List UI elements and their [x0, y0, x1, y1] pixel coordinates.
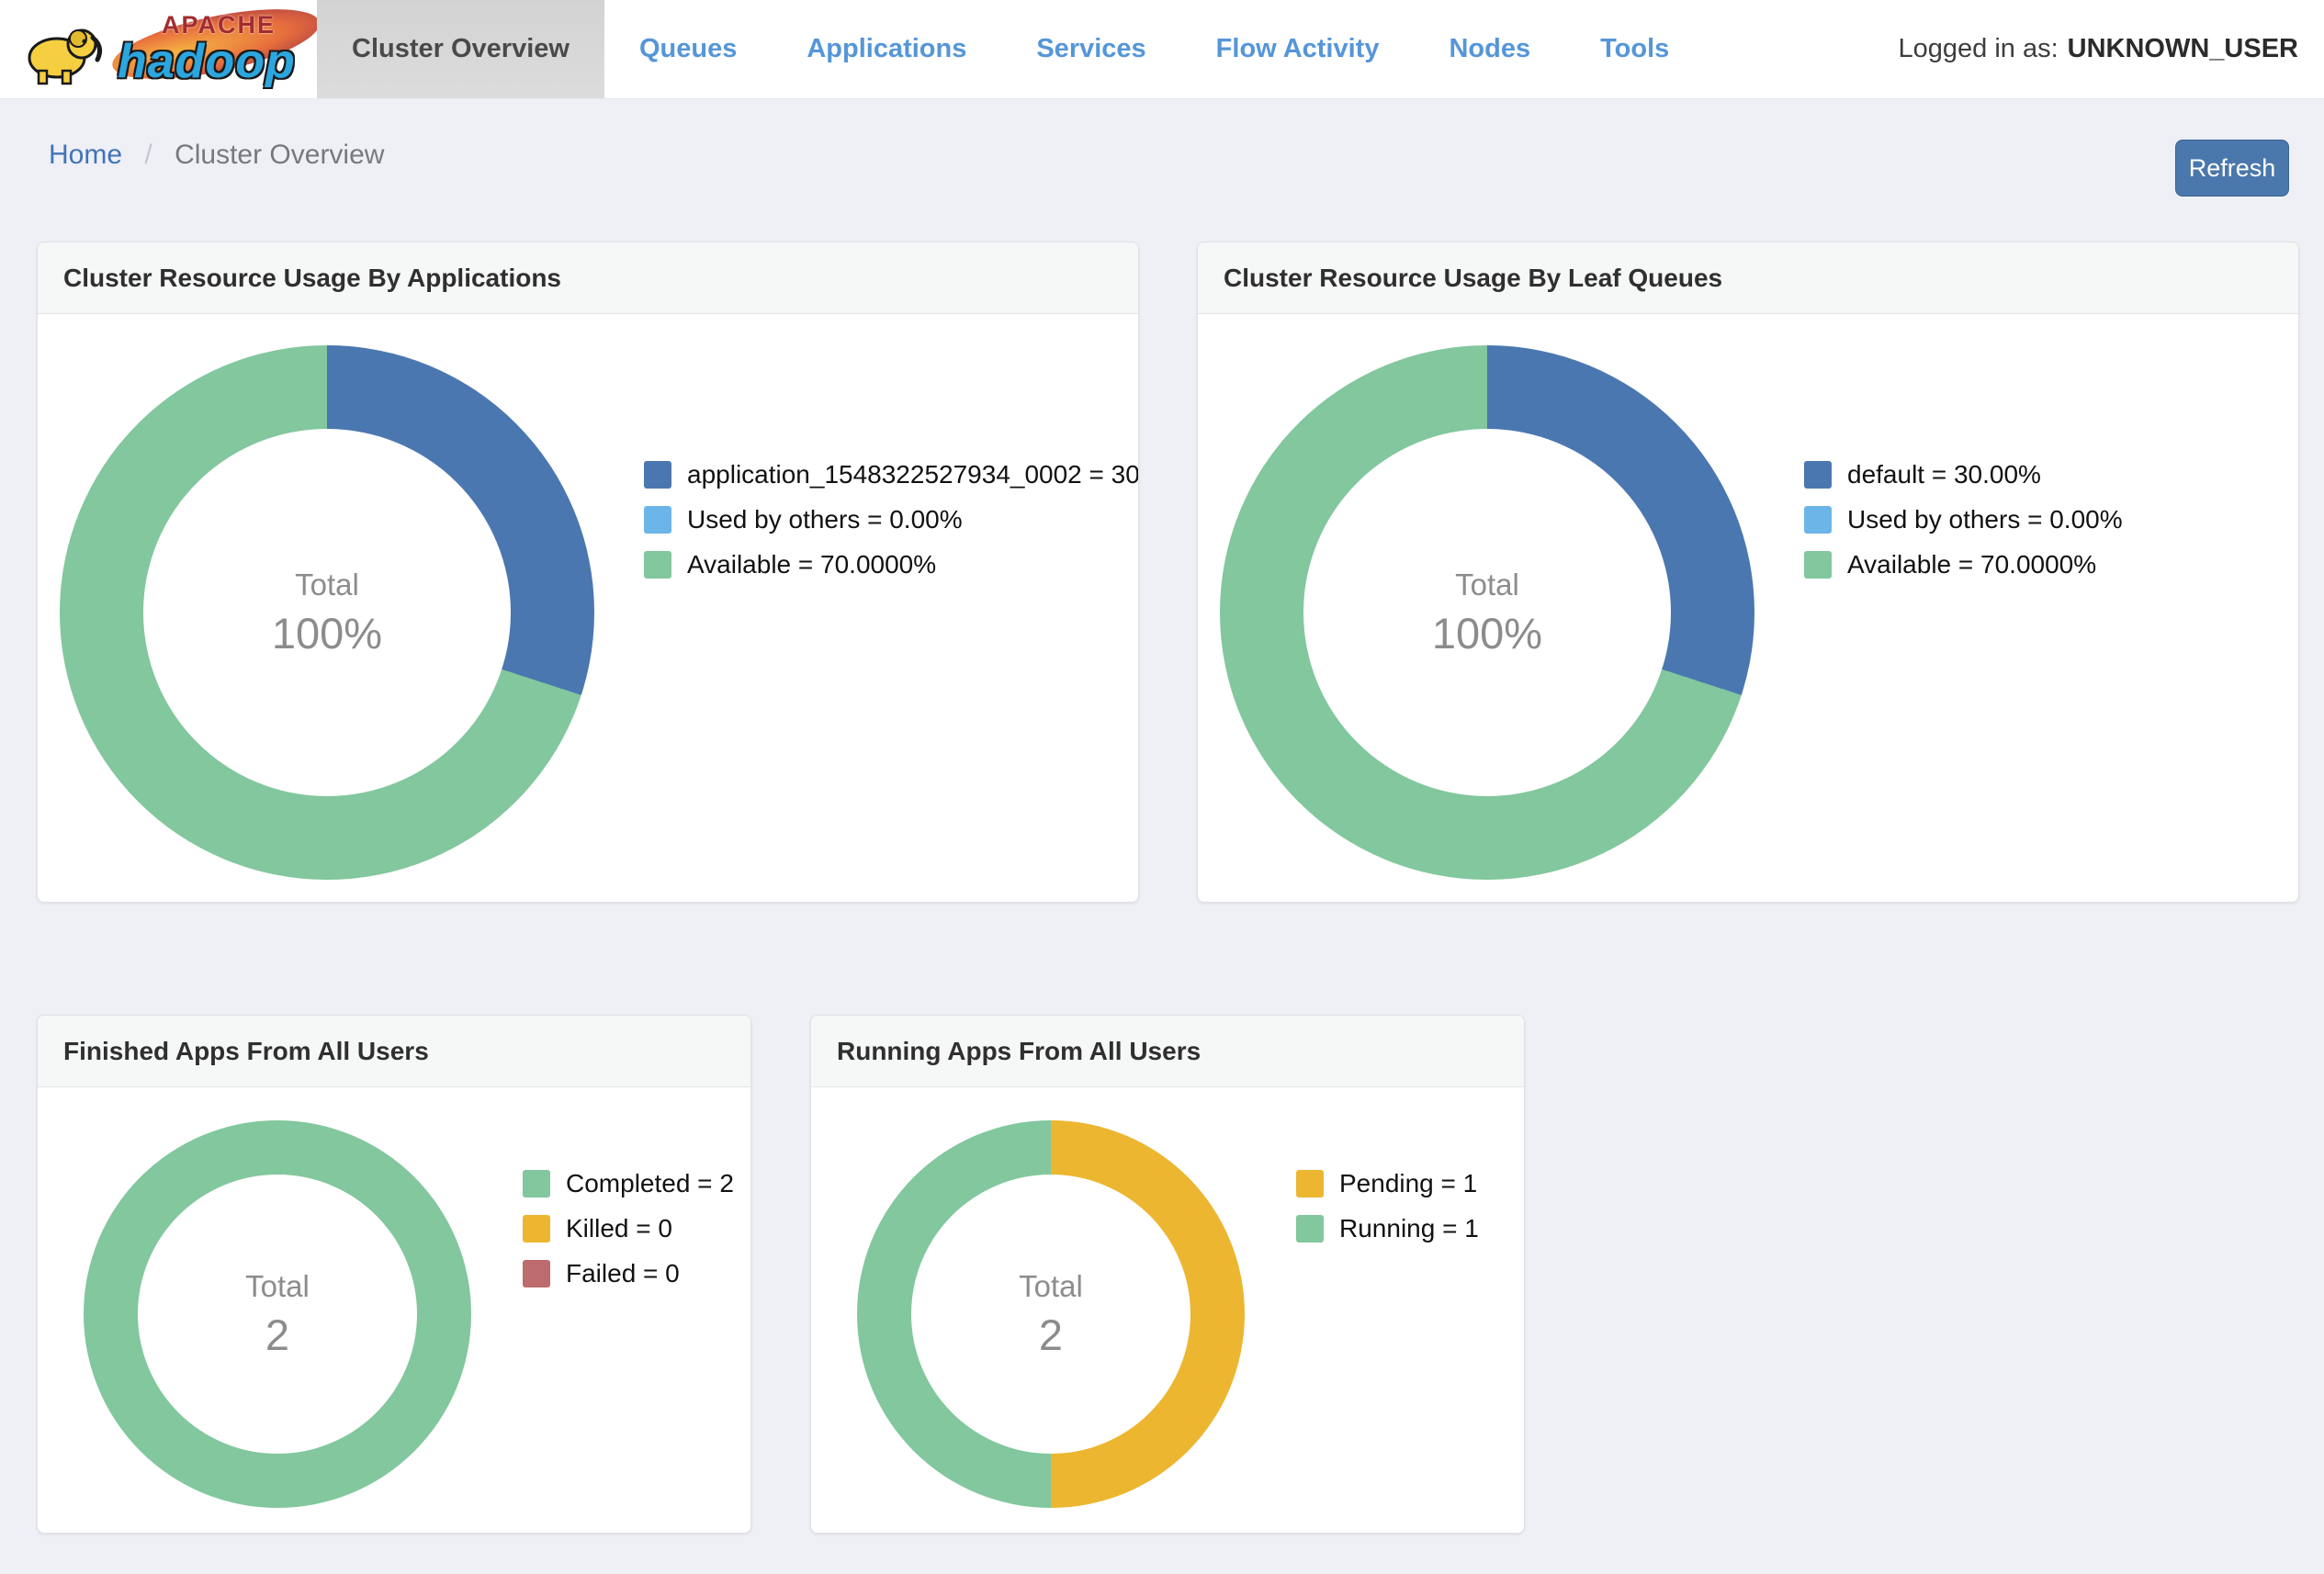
legend-swatch-killed: [523, 1215, 550, 1242]
logged-in-user: Logged in as: UNKNOWN_USER: [1899, 0, 2324, 98]
legend-label: Used by others = 0.00%: [1847, 505, 2123, 534]
panel-header: Cluster Resource Usage By Applications: [38, 242, 1138, 314]
legend-swatch-pending: [1296, 1170, 1324, 1197]
logo-hadoop-label: hadoop: [118, 38, 296, 85]
donut-total-label: Total: [1455, 568, 1519, 602]
panel-header: Finished Apps From All Users: [38, 1016, 750, 1087]
legend-label: Used by others = 0.00%: [687, 505, 963, 534]
legend-item: Available = 70.0000%: [644, 551, 1139, 579]
panel-running-apps: Running Apps From All Users Total 2 Pend…: [810, 1015, 1525, 1534]
donut-center: Total 2: [138, 1175, 417, 1454]
legend-item: application_1548322527934_0002 = 30.00%: [644, 461, 1139, 489]
donut-total-label: Total: [1019, 1269, 1083, 1304]
panel-body: Total 2 Completed = 2 Killed = 0 Failed …: [38, 1087, 750, 1533]
chart-legend: default = 30.00% Used by others = 0.00% …: [1804, 461, 2123, 596]
legend-label: application_1548322527934_0002 = 30.00%: [687, 460, 1139, 489]
tab-nodes[interactable]: Nodes: [1414, 0, 1565, 98]
donut-total-label: Total: [295, 568, 359, 602]
panel-title: Finished Apps From All Users: [63, 1037, 429, 1066]
legend-swatch-used-by-others: [1804, 506, 1832, 534]
legend-label: Running = 1: [1339, 1214, 1479, 1243]
panel-body: Total 100% default = 30.00% Used by othe…: [1198, 314, 2298, 902]
donut-total-label: Total: [245, 1269, 310, 1304]
tab-services[interactable]: Services: [1001, 0, 1180, 98]
panel-cluster-usage-by-leaf-queues: Cluster Resource Usage By Leaf Queues To…: [1197, 242, 2299, 903]
legend-swatch-application: [644, 461, 671, 489]
logged-in-username: UNKNOWN_USER: [2068, 34, 2298, 64]
panel-body: Total 100% application_1548322527934_000…: [38, 314, 1138, 902]
legend-item: Available = 70.0000%: [1804, 551, 2123, 579]
tab-cluster-overview[interactable]: Cluster Overview: [317, 0, 604, 98]
logged-in-prefix: Logged in as:: [1899, 34, 2059, 64]
panel-title: Running Apps From All Users: [837, 1037, 1201, 1066]
panel-title: Cluster Resource Usage By Applications: [63, 264, 561, 293]
donut-center: Total 100%: [1303, 429, 1671, 796]
panel-header: Running Apps From All Users: [811, 1016, 1524, 1087]
breadcrumb-current: Cluster Overview: [175, 140, 384, 170]
legend-label: default = 30.00%: [1847, 460, 2041, 489]
breadcrumb-bar: Home / Cluster Overview Refresh: [0, 99, 2324, 200]
donut-total-value: 2: [1039, 1310, 1063, 1360]
donut-center: Total 100%: [143, 429, 511, 796]
legend-item: Killed = 0: [523, 1215, 734, 1242]
breadcrumb: Home / Cluster Overview: [49, 140, 384, 171]
breadcrumb-separator: /: [144, 140, 152, 170]
legend-item: Failed = 0: [523, 1260, 734, 1287]
legend-label: Killed = 0: [566, 1214, 672, 1243]
legend-swatch-default-queue: [1804, 461, 1832, 489]
legend-label: Available = 70.0000%: [1847, 550, 2096, 579]
legend-item: Completed = 2: [523, 1170, 734, 1197]
donut-chart-resource-by-applications: Total 100%: [60, 345, 594, 880]
nav-tabs: Cluster Overview Queues Applications Ser…: [317, 0, 1899, 98]
panel-cluster-usage-by-applications: Cluster Resource Usage By Applications T…: [37, 242, 1139, 903]
panel-header: Cluster Resource Usage By Leaf Queues: [1198, 242, 2298, 314]
logo-text: APACHE hadoop: [118, 13, 296, 85]
chart-legend: application_1548322527934_0002 = 30.00% …: [644, 461, 1139, 596]
panel-finished-apps: Finished Apps From All Users Total 2 Com…: [37, 1015, 751, 1534]
tab-applications[interactable]: Applications: [772, 0, 1001, 98]
chart-legend: Pending = 1 Running = 1: [1296, 1170, 1479, 1260]
legend-swatch-available: [1804, 551, 1832, 579]
legend-item: Used by others = 0.00%: [1804, 506, 2123, 534]
chart-legend: Completed = 2 Killed = 0 Failed = 0: [523, 1170, 734, 1305]
panel-title: Cluster Resource Usage By Leaf Queues: [1224, 264, 1722, 293]
legend-label: Completed = 2: [566, 1169, 734, 1198]
donut-chart-running-apps: Total 2: [857, 1120, 1245, 1508]
legend-swatch-used-by-others: [644, 506, 671, 534]
legend-item: Pending = 1: [1296, 1170, 1479, 1197]
panel-body: Total 2 Pending = 1 Running = 1: [811, 1087, 1524, 1533]
breadcrumb-home-link[interactable]: Home: [49, 140, 122, 170]
legend-swatch-failed: [523, 1260, 550, 1287]
refresh-button[interactable]: Refresh: [2175, 140, 2289, 197]
donut-center: Total 2: [911, 1175, 1190, 1454]
legend-label: Available = 70.0000%: [687, 550, 936, 579]
tab-queues[interactable]: Queues: [604, 0, 772, 98]
donut-total-value: 100%: [1432, 608, 1542, 658]
logo-apache-label: APACHE: [162, 13, 296, 38]
donut-chart-finished-apps: Total 2: [84, 1120, 471, 1508]
tab-flow-activity[interactable]: Flow Activity: [1181, 0, 1415, 98]
tab-tools[interactable]: Tools: [1565, 0, 1704, 98]
legend-item: Running = 1: [1296, 1215, 1479, 1242]
legend-item: Used by others = 0.00%: [644, 506, 1139, 534]
legend-item: default = 30.00%: [1804, 461, 2123, 489]
top-navbar: APACHE hadoop Cluster Overview Queues Ap…: [0, 0, 2324, 99]
legend-swatch-completed: [523, 1170, 550, 1197]
legend-swatch-running: [1296, 1215, 1324, 1242]
donut-total-value: 100%: [272, 608, 382, 658]
donut-chart-resource-by-queues: Total 100%: [1220, 345, 1754, 880]
donut-total-value: 2: [265, 1310, 289, 1360]
hadoop-logo: APACHE hadoop: [0, 0, 317, 98]
legend-label: Pending = 1: [1339, 1169, 1477, 1198]
legend-swatch-available: [644, 551, 671, 579]
elephant-icon: [20, 14, 108, 85]
legend-label: Failed = 0: [566, 1259, 680, 1288]
